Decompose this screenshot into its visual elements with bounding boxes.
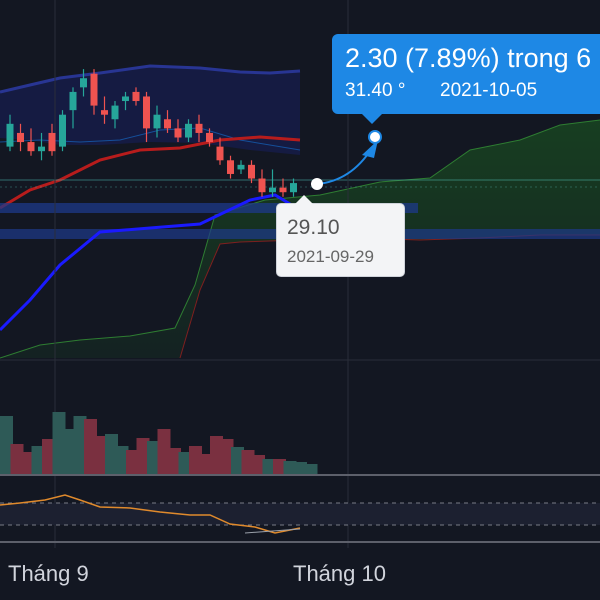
volume-bar [189, 446, 202, 474]
candle-body[interactable] [38, 146, 45, 152]
volume-bar [231, 447, 244, 474]
forecast-change-text: 2.30 (7.89%) trong 6 [345, 43, 592, 73]
candle-body[interactable] [6, 123, 14, 147]
volume-bar [63, 429, 76, 474]
volume-bar [210, 436, 223, 474]
candle-body[interactable] [17, 132, 24, 143]
candle-body[interactable] [206, 132, 213, 143]
volume-bars [0, 412, 318, 474]
candle-body[interactable] [153, 114, 161, 129]
volume-bar [157, 429, 171, 474]
candle-body[interactable] [195, 123, 203, 133]
volume-bar [252, 455, 265, 474]
x-axis-label-oct: Tháng 10 [293, 561, 386, 586]
candle-body[interactable] [248, 164, 255, 179]
volume-bar [21, 452, 34, 474]
candle-body[interactable] [27, 142, 35, 152]
bollinger-upper [0, 64, 301, 94]
volume-bar [273, 459, 286, 474]
candle-body[interactable] [90, 73, 98, 106]
volume-bar [115, 446, 129, 474]
forecast-target-row: 31.40 ° 2021-10-05 [345, 80, 537, 102]
volume-bar [168, 448, 181, 474]
forecast-arrowhead [362, 140, 378, 158]
candle-body[interactable] [80, 78, 87, 88]
candle-body[interactable] [258, 178, 266, 193]
volume-bar [220, 439, 234, 474]
volume-bar [0, 416, 13, 474]
volume-bar [31, 446, 45, 474]
candle-body[interactable] [143, 96, 150, 129]
tooltip-date: 2021-09-29 [287, 247, 374, 266]
candle-body[interactable] [237, 164, 245, 170]
volume-bar [42, 439, 55, 474]
candle-body[interactable] [290, 183, 297, 193]
bollinger-mid [0, 135, 301, 210]
volume-bar [73, 416, 87, 474]
price-tooltip: 29.10 2021-09-29 [276, 195, 405, 277]
bollinger-lower [0, 193, 301, 332]
candle-body[interactable] [174, 128, 182, 138]
candle-body[interactable] [185, 123, 192, 138]
volume-bar [105, 434, 118, 474]
volume-bar [84, 419, 97, 474]
candle-body[interactable] [59, 114, 66, 147]
forecast-tooltip: 2.30 (7.89%) trong 6 31.40 ° 2021-10-05 [332, 34, 600, 124]
x-axis-label-sep: Tháng 9 [8, 561, 89, 586]
candle-body[interactable] [269, 187, 276, 193]
volume-bar [199, 454, 213, 474]
volume-bar [294, 462, 307, 474]
forecast-target-date: 2021-10-05 [440, 80, 538, 101]
volume-bar [147, 441, 160, 474]
candle-body[interactable] [122, 96, 129, 102]
target-price-dot[interactable] [368, 130, 382, 144]
volume-bar [241, 450, 255, 474]
volume-bar [126, 450, 139, 474]
candle-body[interactable] [132, 91, 140, 102]
current-price-dot[interactable] [311, 178, 323, 190]
support-zone-1 [0, 203, 418, 213]
volume-bar [94, 436, 108, 474]
candle-body[interactable] [69, 91, 77, 111]
volume-bar [304, 464, 318, 474]
candle-body[interactable] [111, 105, 119, 120]
oscillator-band [0, 503, 600, 525]
candlestick-series [6, 69, 297, 197]
volume-bar [52, 412, 66, 474]
candle-body[interactable] [48, 132, 56, 152]
tooltip-price: 29.10 [287, 216, 340, 239]
volume-bar [136, 438, 150, 474]
candle-body[interactable] [279, 187, 287, 193]
oscillator-signal [244, 528, 301, 534]
volume-bar [178, 452, 192, 474]
candle-body[interactable] [164, 119, 171, 129]
candle-body[interactable] [216, 146, 224, 161]
candle-body[interactable] [101, 110, 108, 115]
volume-bar [262, 459, 276, 474]
forecast-target-price: 31.40 ° [345, 80, 406, 101]
volume-bar [10, 444, 24, 474]
volume-bar [283, 461, 297, 474]
candle-body[interactable] [227, 160, 234, 174]
